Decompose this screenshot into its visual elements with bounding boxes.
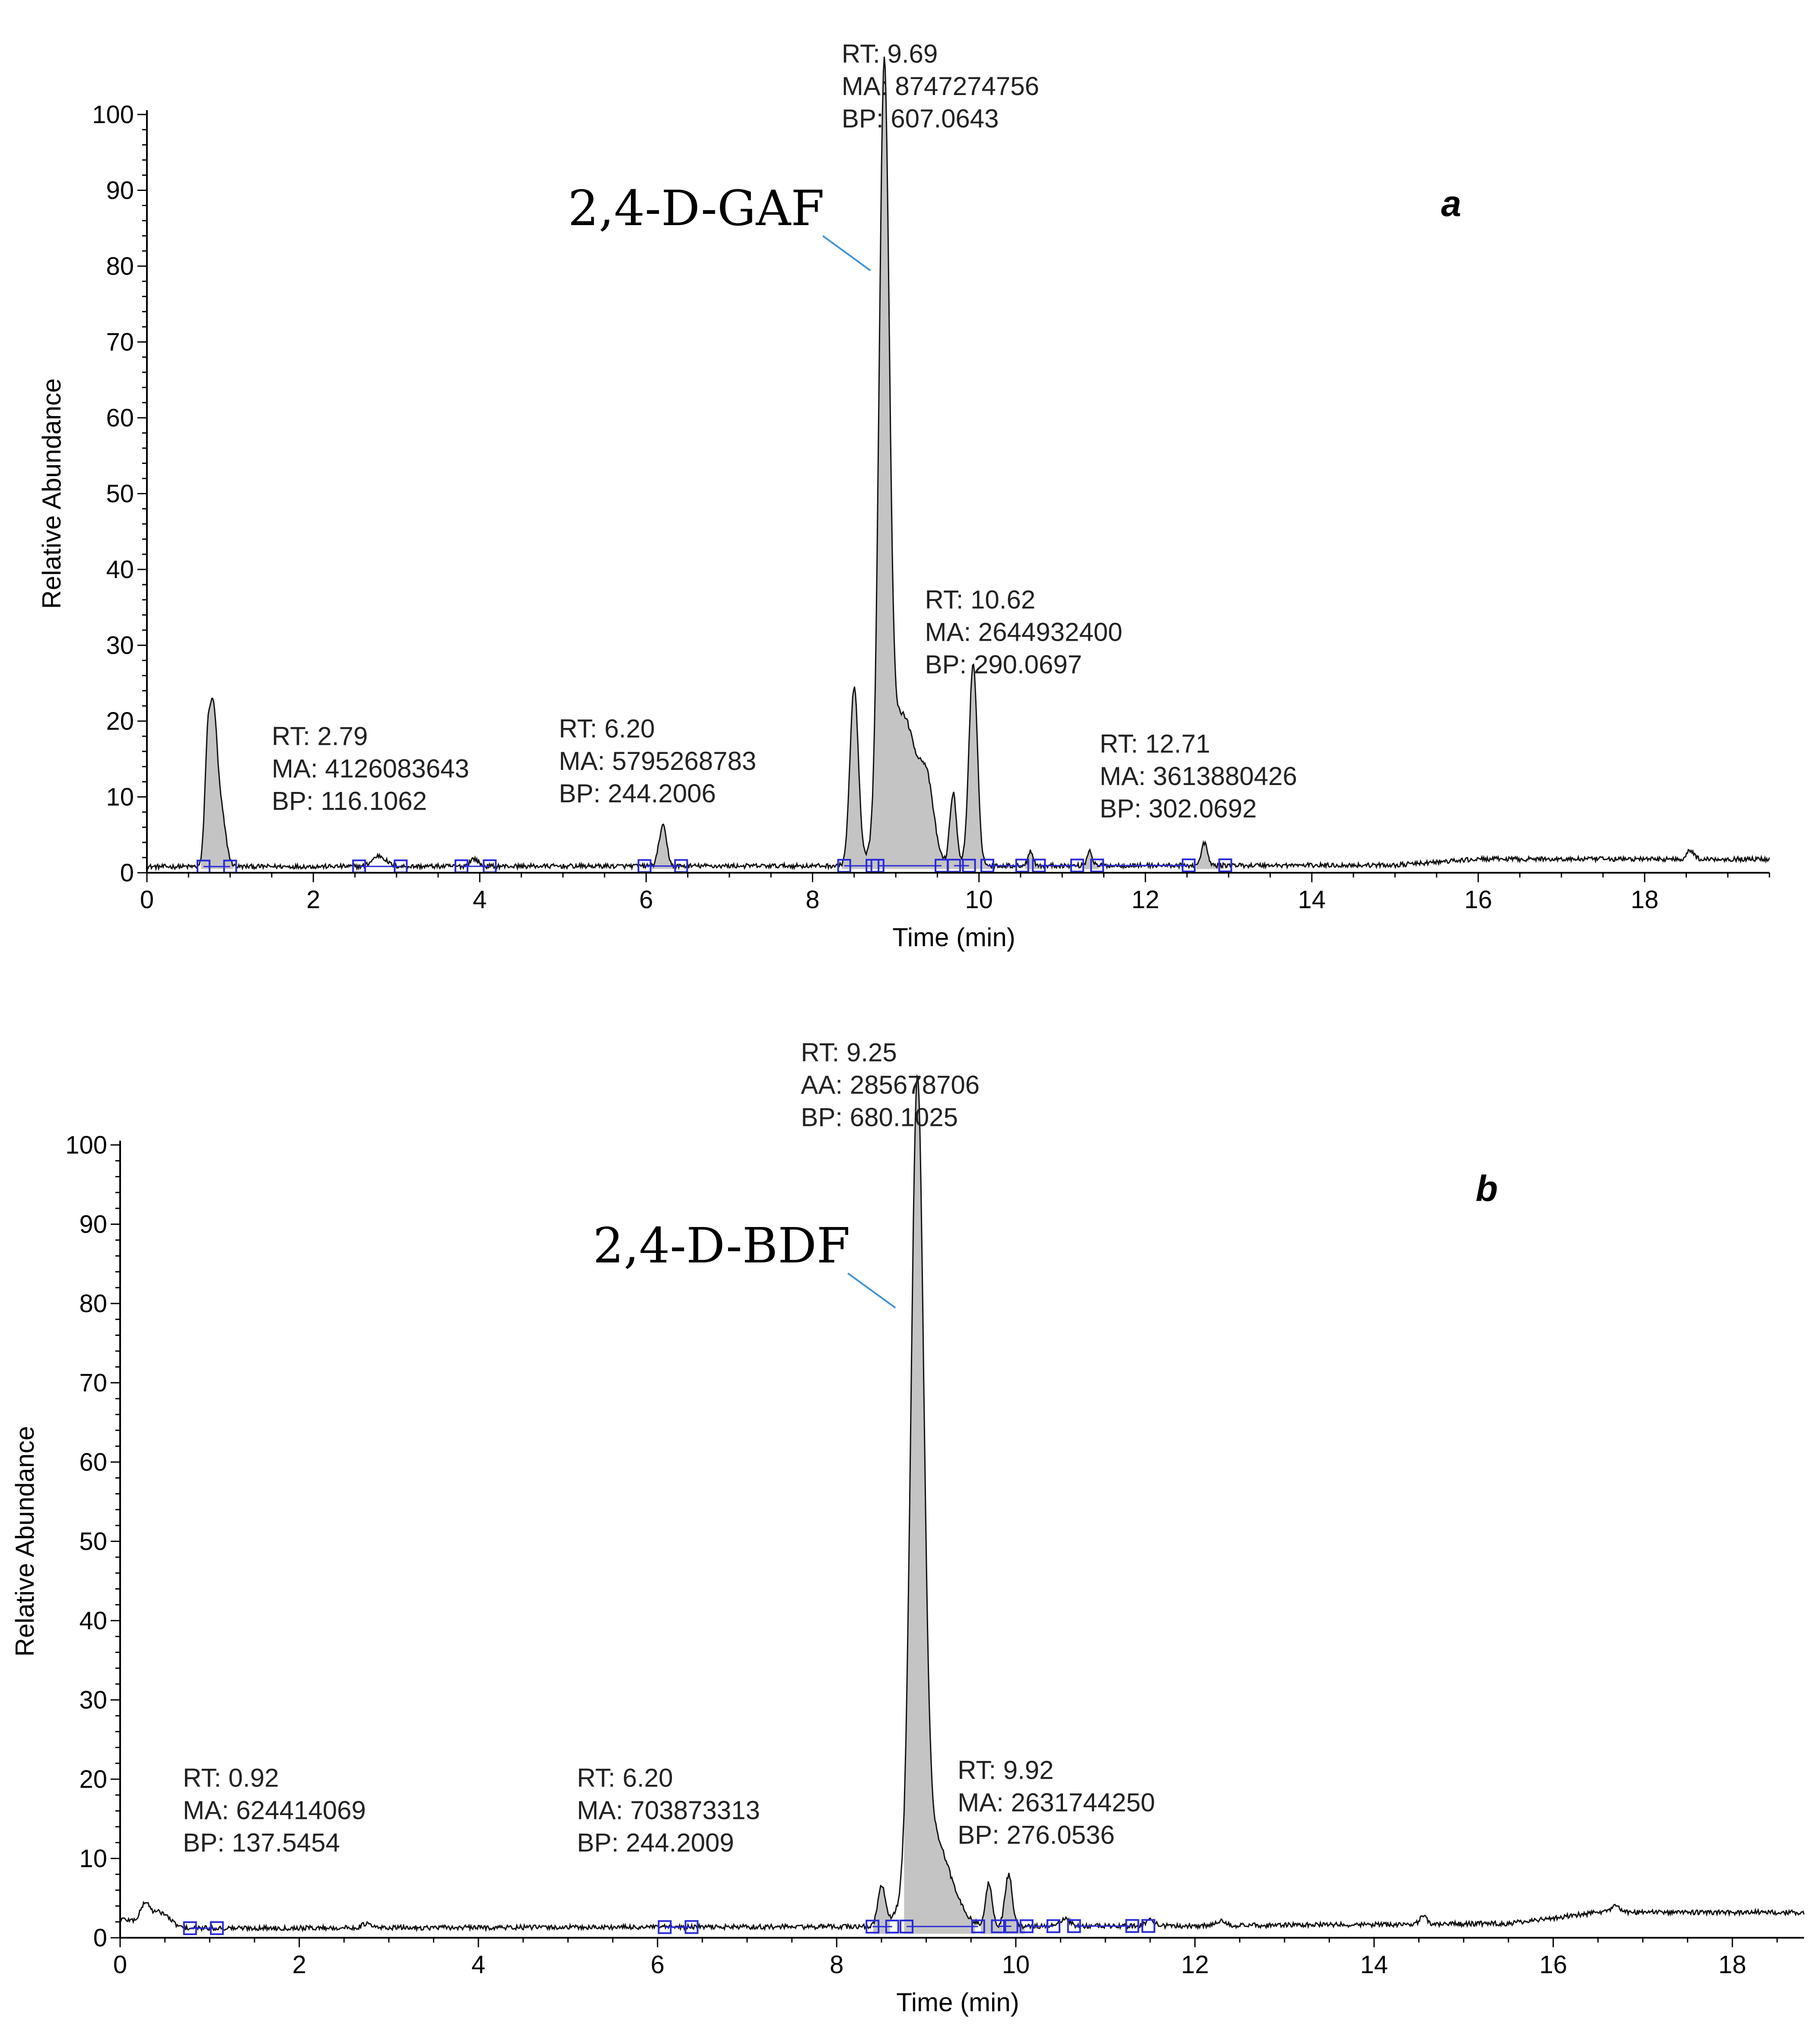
y-tick-label: 60	[106, 404, 134, 432]
integration-marker	[1019, 1919, 1034, 1933]
integration-marker	[1032, 858, 1046, 873]
chart-panel-b: 0 10 20 30 40 50 60 70 80 90 100 0 2 4 6 8 10 12 14 16 18 Tim…	[10, 1038, 1805, 2017]
integration-marker	[1004, 1919, 1018, 1933]
chromatogram-trace	[119, 1074, 1805, 1933]
x-axis-title: Time (min)	[896, 1988, 1019, 2017]
x-tick-label: 10	[1002, 1951, 1030, 1979]
compound-label: 2,4-D-BDF	[593, 1218, 850, 1274]
integration-marker	[870, 858, 885, 873]
y-tick-label: 40	[106, 556, 134, 584]
integration-marker	[1046, 1919, 1060, 1933]
x-tick-label: 8	[830, 1951, 843, 1979]
peak-annotation: RT: 6.20 MA: 5795268783 BP: 244.2006	[559, 714, 756, 808]
integration-marker	[1070, 858, 1084, 873]
chromatogram-trace	[147, 57, 1770, 871]
integration-marker	[1015, 858, 1029, 873]
peak-annotation: RT: 6.20 MA: 703873313 BP: 244.2009	[577, 1764, 760, 1857]
x-tick-label: 0	[140, 886, 154, 914]
integration-marker	[183, 1921, 197, 1935]
integrated-peak-area	[842, 57, 995, 869]
integration-marker	[1141, 1919, 1155, 1933]
y-tick-label: 40	[79, 1607, 107, 1635]
y-tick-label: 90	[106, 177, 134, 205]
y-tick-label: 0	[93, 1924, 107, 1952]
y-tick-label: 60	[79, 1448, 107, 1476]
y-tick-label: 80	[79, 1290, 107, 1318]
integration-marker	[1090, 858, 1104, 873]
y-tick-label: 0	[120, 859, 134, 887]
y-tick-label: 80	[106, 252, 134, 280]
y-tick-label: 90	[79, 1211, 107, 1239]
peak-annotation: RT: 2.79 MA: 4126083643 BP: 116.1062	[272, 722, 469, 816]
y-tick-label: 70	[106, 328, 134, 356]
x-tick-label: 14	[1298, 886, 1326, 914]
x-tick-label: 0	[113, 1951, 127, 1979]
x-tick-label: 18	[1718, 1951, 1747, 1979]
x-tick-label: 12	[1181, 1951, 1209, 1979]
peak-annotation: RT: 9.92 MA: 2631744250 BP: 276.0536	[958, 1755, 1155, 1849]
x-tick-label: 4	[471, 1951, 485, 1979]
chart-panel-a: 0 10 20 30 40 50 60 70 80 90 100 0 2 4 6 8 10 12 14 16 18 Tim…	[37, 39, 1770, 952]
peak-annotation: RT: 0.92 MA: 624414069 BP: 137.5454	[183, 1764, 366, 1857]
y-tick-label: 100	[65, 1131, 107, 1159]
y-tick-label: 20	[79, 1765, 107, 1793]
peak-annotation: RT: 12.71 MA: 3613880426 BP: 302.0692	[1100, 729, 1297, 823]
integration-marker	[1218, 858, 1232, 872]
integration-marker	[684, 1920, 699, 1934]
y-tick-label: 30	[106, 632, 134, 660]
x-axis-title: Time (min)	[892, 923, 1015, 952]
x-tick-label: 2	[292, 1951, 306, 1979]
x-tick-label: 6	[651, 1951, 665, 1979]
integration-marker	[962, 858, 976, 873]
y-tick-label: 50	[106, 480, 134, 508]
integration-marker	[1181, 858, 1196, 873]
compound-label: 2,4-D-GAF	[568, 181, 824, 237]
x-tick-label: 10	[965, 886, 993, 914]
panel-letter: a	[1441, 183, 1461, 224]
integration-marker	[210, 1921, 224, 1935]
integrated-peak-area	[1196, 842, 1224, 869]
integration-marker	[1067, 1919, 1081, 1933]
y-axis-title: Relative Abundance	[37, 378, 66, 609]
integrated-peak-area	[904, 1076, 975, 1934]
integration-marker	[885, 1920, 899, 1934]
integrated-peak-area	[201, 698, 234, 869]
integration-marker	[658, 1920, 672, 1934]
integration-marker	[971, 1919, 985, 1933]
x-tick-label: 16	[1539, 1951, 1567, 1979]
x-tick-label: 4	[473, 886, 487, 914]
integration-marker	[991, 1919, 1005, 1933]
integration-marker	[837, 858, 851, 873]
peak-annotation: RT: 9.25 AA: 285678706 BP: 680.1025	[801, 1038, 980, 1132]
compound-pointer-line	[847, 1272, 896, 1309]
compound-pointer-line	[822, 235, 871, 271]
x-tick-label: 2	[306, 886, 320, 914]
integrated-peak-area	[980, 1881, 1002, 1934]
y-tick-label: 30	[79, 1686, 107, 1714]
x-tick-label: 16	[1464, 886, 1492, 914]
x-tick-label: 18	[1631, 886, 1659, 914]
integration-marker	[899, 1920, 913, 1934]
integration-marker	[947, 858, 961, 873]
integration-marker	[980, 858, 994, 873]
x-tick-label: 14	[1360, 1951, 1388, 1979]
integrated-peak-area	[1003, 1873, 1025, 1934]
y-tick-label: 10	[79, 1845, 107, 1873]
y-axis-title: Relative Abundance	[10, 1426, 39, 1657]
peak-annotation: RT: 10.62 MA: 2644932400 BP: 290.0697	[925, 585, 1122, 679]
x-tick-label: 6	[639, 886, 653, 914]
integration-marker	[865, 1920, 880, 1934]
y-tick-label: 100	[92, 101, 134, 129]
peak-annotation: RT: 9.69 MA: 8747274756 BP: 607.0643	[842, 39, 1039, 133]
y-tick-label: 20	[106, 707, 134, 735]
y-tick-label: 70	[79, 1369, 107, 1397]
integration-marker	[1125, 1919, 1139, 1933]
x-tick-label: 8	[805, 886, 819, 914]
panel-letter: b	[1476, 1168, 1498, 1209]
y-tick-label: 10	[106, 783, 134, 811]
y-tick-label: 50	[79, 1528, 107, 1556]
x-tick-label: 12	[1132, 886, 1160, 914]
